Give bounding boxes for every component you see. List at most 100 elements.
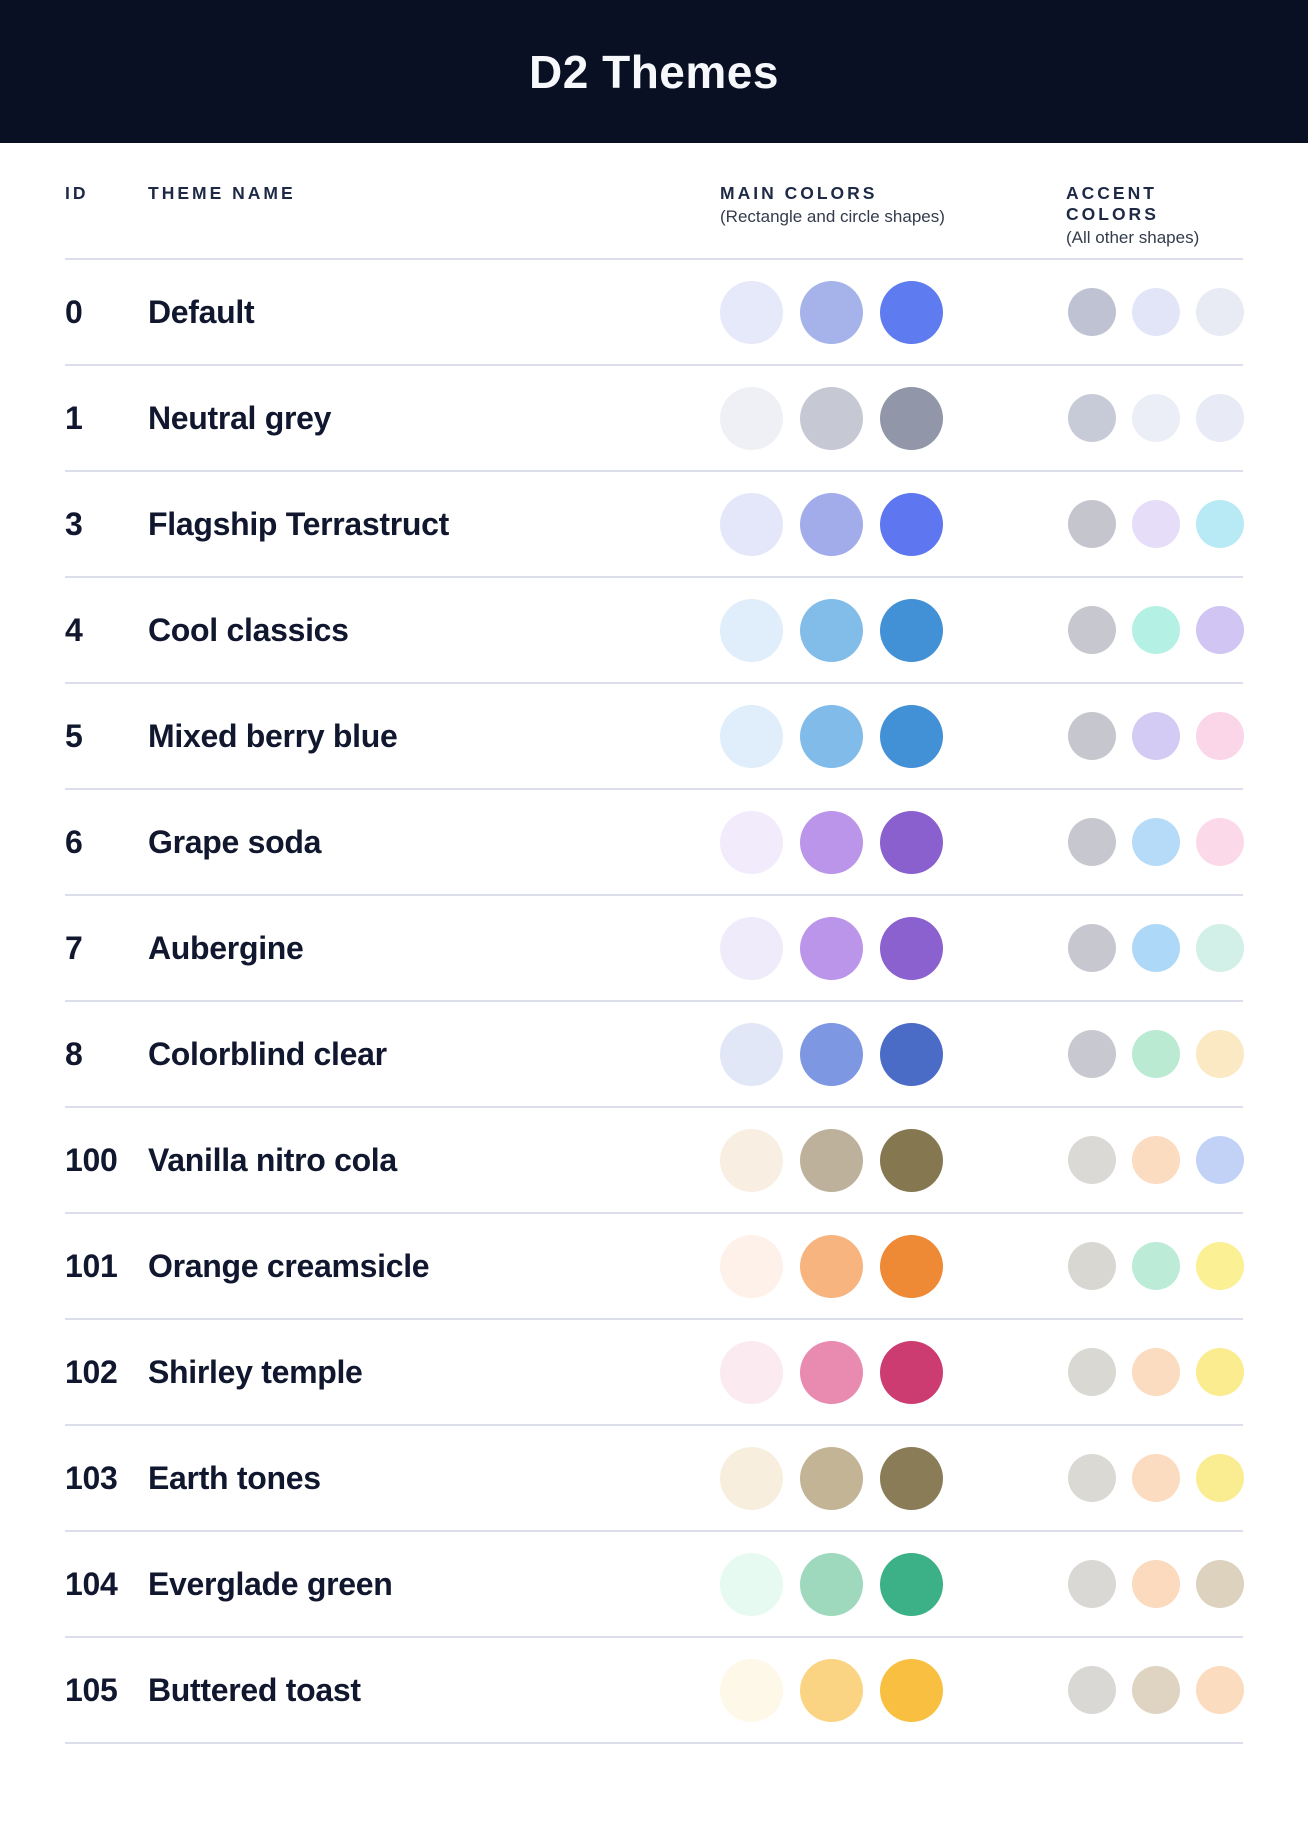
theme-name: Cool classics — [148, 611, 349, 648]
main-color-swatch — [800, 1340, 863, 1404]
accent-color-swatch — [1132, 924, 1180, 972]
accent-color-swatch — [1132, 712, 1180, 760]
accent-color-swatch — [1196, 1348, 1244, 1396]
column-header-name: THEME NAME — [148, 183, 720, 204]
theme-name: Grape soda — [148, 823, 322, 860]
main-color-swatch — [720, 1234, 783, 1298]
accent-color-swatch — [1196, 818, 1244, 866]
main-colors-column-sublabel: (Rectangle and circle shapes) — [720, 207, 945, 226]
accent-color-swatch — [1068, 924, 1116, 972]
theme-id: 4 — [65, 611, 83, 648]
accent-swatches — [1066, 606, 1244, 654]
table-row: 101 Orange creamsicle — [65, 1214, 1244, 1320]
main-color-swatch — [800, 598, 863, 662]
name-column-label: THEME NAME — [148, 183, 296, 203]
column-header-accent-colors: ACCENT COLORS (All other shapes) — [1066, 183, 1243, 248]
main-color-swatch — [720, 280, 783, 344]
table-row: 7 Aubergine — [65, 896, 1244, 1002]
main-color-swatch — [720, 810, 783, 874]
accent-color-swatch — [1068, 1454, 1116, 1502]
page-title: D2 Themes — [529, 45, 779, 98]
accent-swatches — [1066, 1348, 1244, 1396]
accent-swatches — [1066, 394, 1244, 442]
accent-color-swatch — [1196, 394, 1244, 442]
main-color-swatch — [880, 1552, 943, 1616]
accent-color-swatch — [1132, 1242, 1180, 1290]
accent-color-swatch — [1196, 1454, 1244, 1502]
accent-swatches — [1066, 712, 1244, 760]
table-row: 104 Everglade green — [65, 1532, 1244, 1638]
theme-name: Earth tones — [148, 1459, 321, 1496]
accent-swatches — [1066, 924, 1244, 972]
main-color-swatch — [800, 280, 863, 344]
table-row: 8 Colorblind clear — [65, 1002, 1244, 1108]
main-swatches — [720, 1340, 1066, 1404]
main-color-swatch — [800, 1022, 863, 1086]
main-color-swatch — [720, 1340, 783, 1404]
accent-swatches — [1066, 288, 1244, 336]
main-color-swatch — [880, 386, 943, 450]
accent-color-swatch — [1068, 1030, 1116, 1078]
table-row: 1 Neutral grey — [65, 366, 1244, 472]
accent-color-swatch — [1132, 1136, 1180, 1184]
column-header-main-colors: MAIN COLORS (Rectangle and circle shapes… — [720, 183, 1066, 227]
theme-name: Shirley temple — [148, 1353, 363, 1390]
accent-color-swatch — [1132, 288, 1180, 336]
main-color-swatch — [880, 280, 943, 344]
table-row: 6 Grape soda — [65, 790, 1244, 896]
accent-swatches — [1066, 1242, 1244, 1290]
theme-name: Colorblind clear — [148, 1035, 387, 1072]
main-swatches — [720, 1022, 1066, 1086]
theme-id: 101 — [65, 1247, 118, 1284]
main-color-swatch — [720, 1128, 783, 1192]
accent-color-swatch — [1132, 1030, 1180, 1078]
main-color-swatch — [800, 1234, 863, 1298]
main-swatches — [720, 598, 1066, 662]
main-color-swatch — [720, 386, 783, 450]
main-color-swatch — [880, 916, 943, 980]
main-color-swatch — [720, 704, 783, 768]
accent-color-swatch — [1196, 1560, 1244, 1608]
main-color-swatch — [800, 386, 863, 450]
accent-color-swatch — [1068, 1666, 1116, 1714]
main-color-swatch — [720, 916, 783, 980]
main-color-swatch — [800, 1658, 863, 1722]
theme-id: 8 — [65, 1035, 83, 1072]
main-color-swatch — [720, 1658, 783, 1722]
theme-id: 5 — [65, 717, 83, 754]
theme-name: Vanilla nitro cola — [148, 1141, 397, 1178]
accent-swatches — [1066, 1560, 1244, 1608]
main-swatches — [720, 1234, 1066, 1298]
main-color-swatch — [880, 704, 943, 768]
accent-color-swatch — [1196, 1242, 1244, 1290]
accent-swatches — [1066, 1454, 1244, 1502]
theme-name: Aubergine — [148, 929, 304, 966]
themes-table: ID THEME NAME MAIN COLORS (Rectangle and… — [0, 143, 1308, 1744]
table-row: 3 Flagship Terrastruct — [65, 472, 1244, 578]
table-row: 103 Earth tones — [65, 1426, 1244, 1532]
theme-id: 3 — [65, 505, 83, 542]
theme-table-body: 0 Default 1 Neutral grey 3 Flagship Te — [65, 260, 1244, 1744]
accent-color-swatch — [1196, 712, 1244, 760]
theme-name: Everglade green — [148, 1565, 393, 1602]
theme-id: 0 — [65, 293, 83, 330]
main-swatches — [720, 386, 1066, 450]
accent-colors-column-sublabel: (All other shapes) — [1066, 228, 1200, 247]
accent-color-swatch — [1068, 1560, 1116, 1608]
accent-color-swatch — [1132, 606, 1180, 654]
accent-color-swatch — [1196, 1666, 1244, 1714]
theme-id: 7 — [65, 929, 83, 966]
accent-color-swatch — [1196, 500, 1244, 548]
theme-id: 100 — [65, 1141, 118, 1178]
accent-color-swatch — [1068, 394, 1116, 442]
table-row: 5 Mixed berry blue — [65, 684, 1244, 790]
theme-id: 6 — [65, 823, 83, 860]
main-swatches — [720, 280, 1066, 344]
main-color-swatch — [880, 1658, 943, 1722]
accent-swatches — [1066, 1136, 1244, 1184]
main-color-swatch — [800, 1552, 863, 1616]
accent-color-swatch — [1196, 606, 1244, 654]
theme-id: 104 — [65, 1565, 118, 1602]
table-header-row: ID THEME NAME MAIN COLORS (Rectangle and… — [65, 143, 1243, 260]
main-color-swatch — [800, 1446, 863, 1510]
